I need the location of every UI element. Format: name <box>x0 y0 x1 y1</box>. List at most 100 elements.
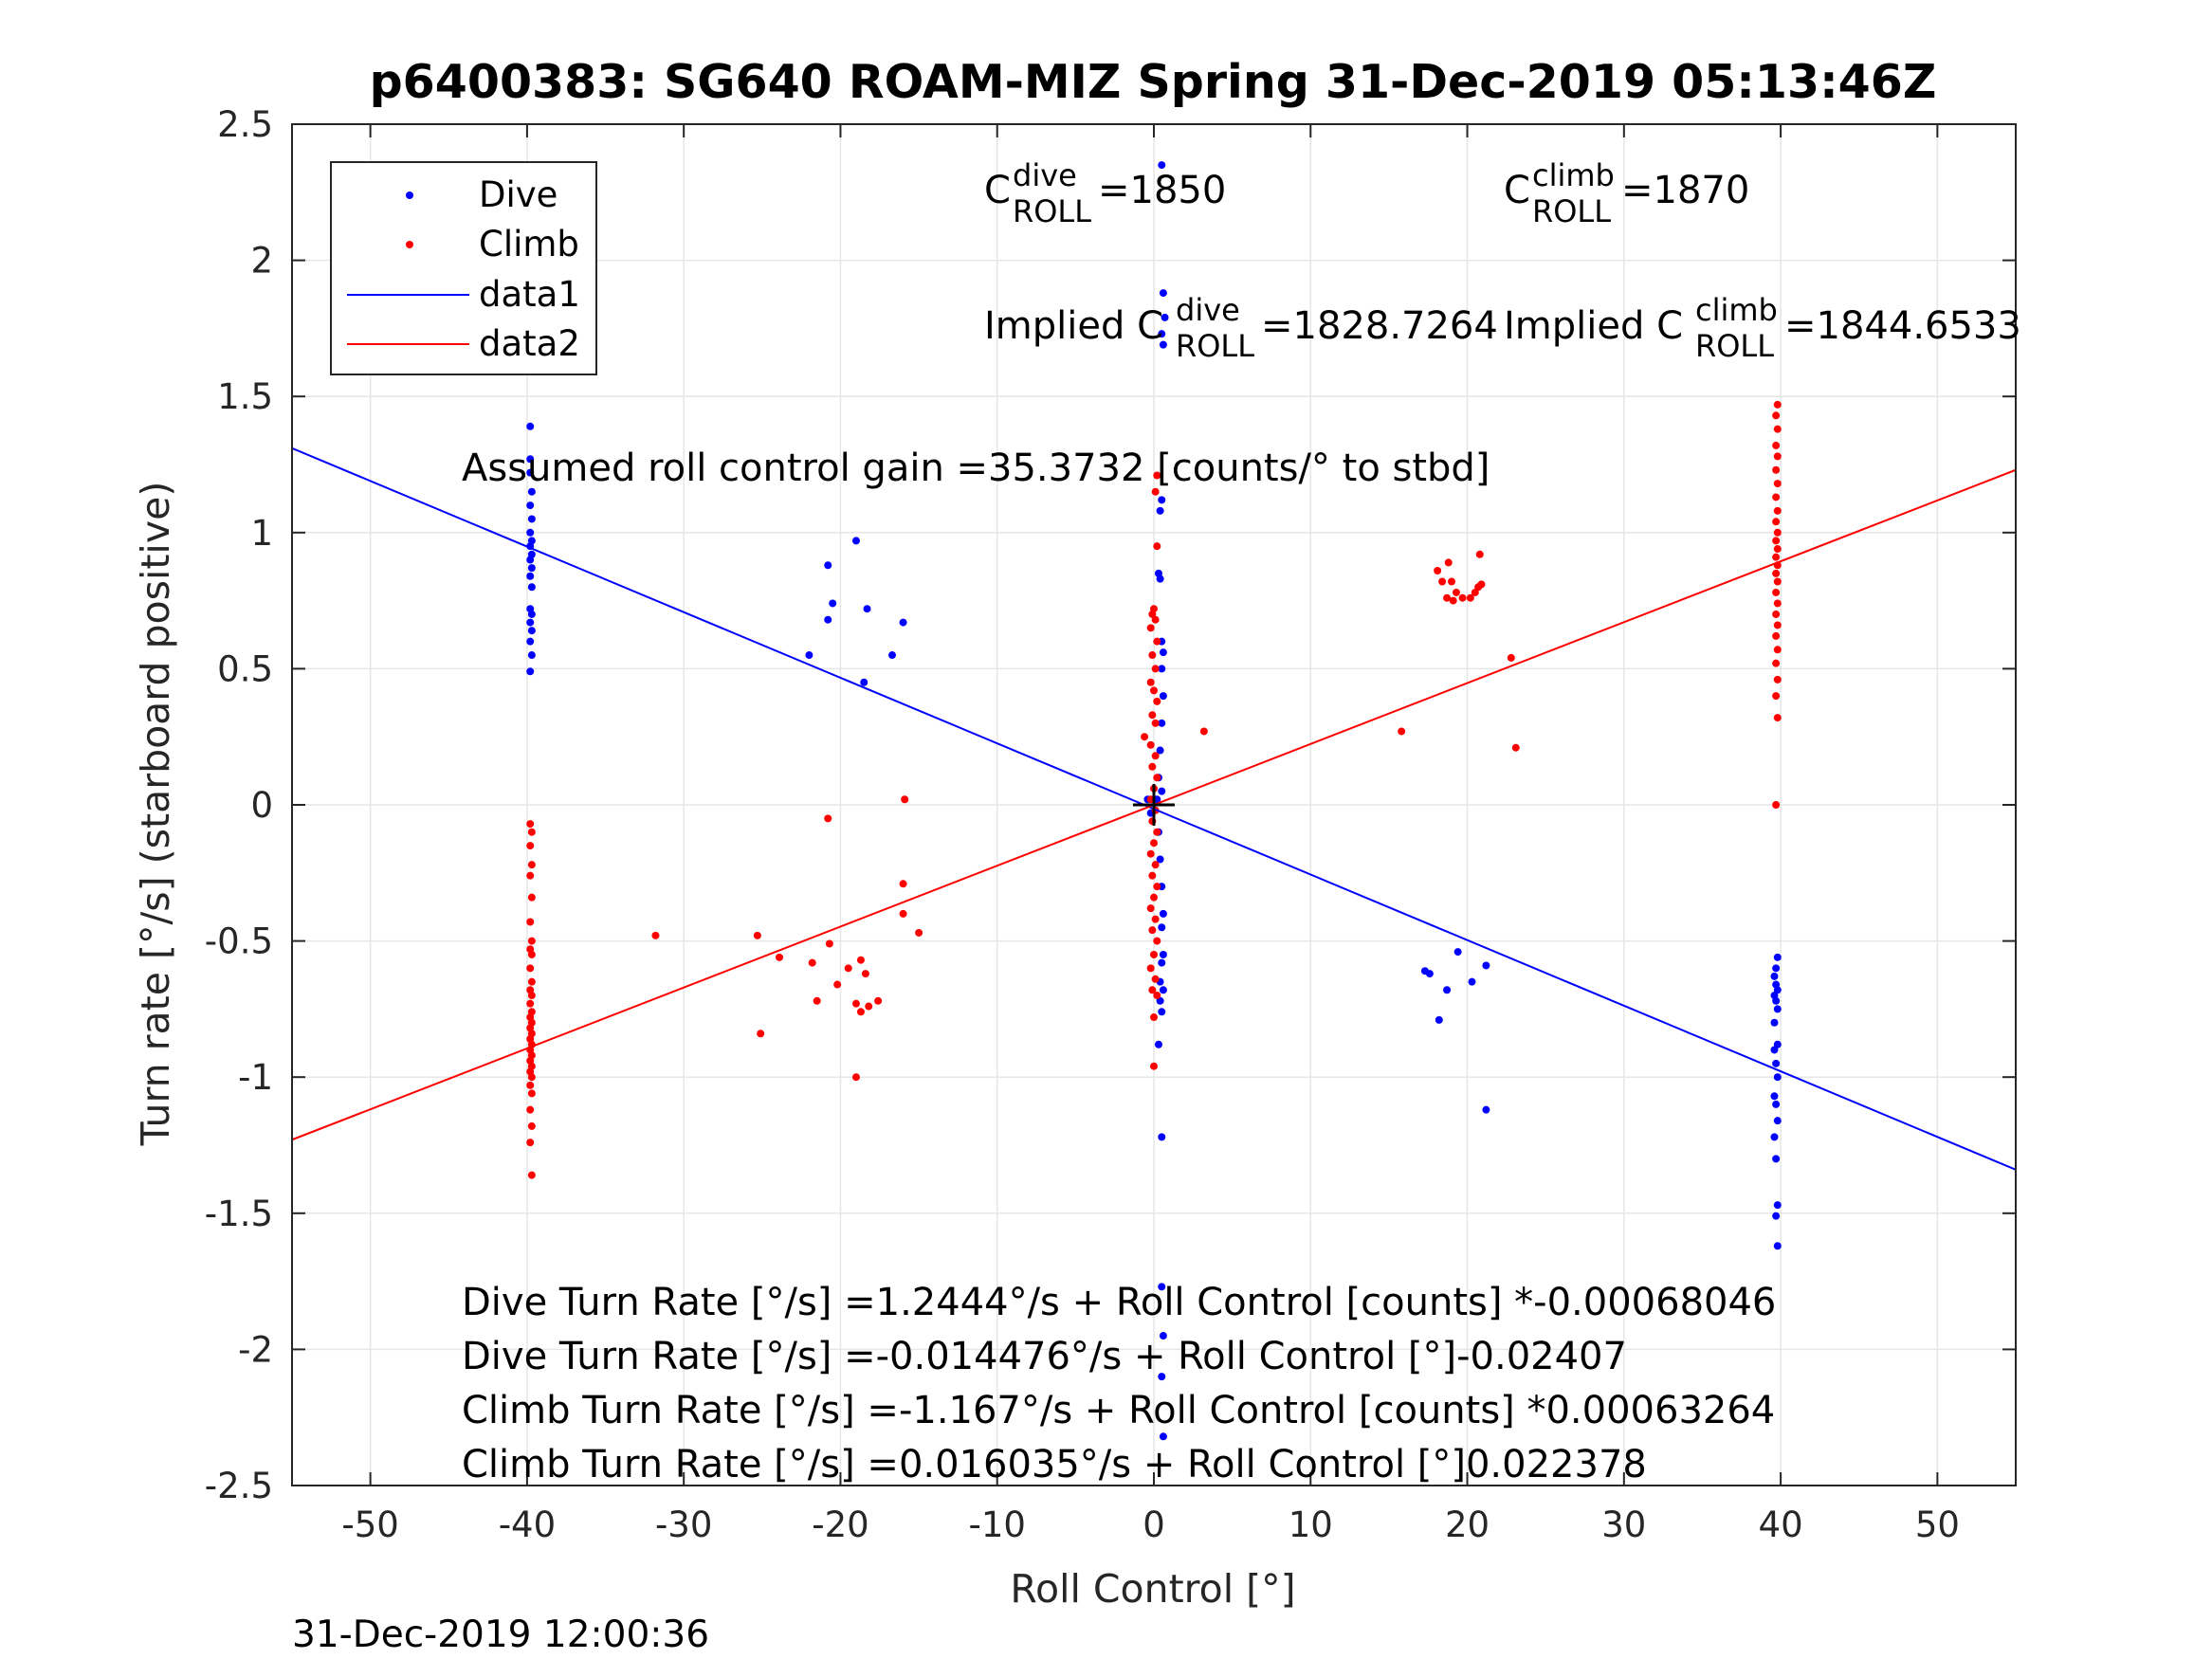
climb-point <box>1438 577 1447 586</box>
annotation-c-climb-sup: climb <box>1532 157 1615 193</box>
climb-point <box>1773 528 1782 537</box>
climb-point <box>901 795 909 804</box>
climb-point <box>1148 926 1157 935</box>
climb-point <box>1148 762 1157 771</box>
dive-point <box>526 667 535 676</box>
annotation-fit-climb-counts: Climb Turn Rate [°/s] =-1.167°/s + Roll … <box>462 1389 1775 1432</box>
climb-point <box>1773 621 1782 629</box>
climb-point <box>1153 883 1161 891</box>
dive-point <box>1161 313 1169 321</box>
climb-point <box>1772 659 1781 667</box>
climb-point <box>527 1171 536 1179</box>
x-tick-label: 0 <box>1143 1504 1165 1545</box>
dive-point <box>1770 1133 1779 1141</box>
climb-point <box>1153 828 1161 836</box>
annotation-implied-climb: Implied C climb ROLL =1844.6533 <box>1504 292 2021 364</box>
climb-point <box>1150 839 1158 848</box>
climb-point <box>1150 893 1158 902</box>
climb-point <box>1151 719 1160 727</box>
dive-point <box>1773 1201 1782 1210</box>
climb-point <box>1146 904 1155 913</box>
dive-point <box>527 487 536 496</box>
dive-point <box>1158 1008 1166 1016</box>
dive-point <box>527 564 536 573</box>
climb-point <box>527 1089 536 1098</box>
annotation-implied-dive: Implied C dive ROLL =1828.7264 <box>984 292 1498 364</box>
y-tick-label: -2 <box>238 1329 273 1370</box>
climb-point <box>526 842 535 850</box>
x-tick-label: 50 <box>1915 1504 1960 1545</box>
y-tick-label: 1 <box>250 513 273 554</box>
annotation-c-dive: C dive ROLL =1850 <box>984 157 1226 229</box>
dive-point <box>1156 574 1164 583</box>
y-tick-label: 2.5 <box>217 104 273 145</box>
axis-ticks: -50 -40 -30 -20 -10 0 10 20 30 40 50-2.5-2-1.5-1-0… <box>205 104 2016 1545</box>
dive-point <box>1159 1332 1167 1340</box>
climb-point <box>1150 686 1158 695</box>
dive-point <box>863 605 871 613</box>
dive-point <box>1425 970 1434 978</box>
climb-point <box>813 996 821 1005</box>
dive-point <box>1772 1212 1781 1220</box>
dive-point <box>1772 1100 1781 1108</box>
annotation-c-climb-value: =1870 <box>1621 169 1749 212</box>
annotation-implied-dive-sub: ROLL <box>1176 328 1254 364</box>
climb-point <box>1772 610 1781 618</box>
dive-point <box>1158 1133 1166 1141</box>
climb-point <box>527 937 536 945</box>
series-dive <box>526 161 1782 1441</box>
dive-point <box>1159 340 1167 349</box>
dive-point <box>526 501 535 510</box>
legend-box <box>330 161 597 375</box>
annotation-implied-climb-sub: ROLL <box>1695 328 1774 364</box>
climb-point <box>1448 577 1456 586</box>
x-tick-label: 30 <box>1601 1504 1646 1545</box>
dive-point <box>1482 1105 1490 1114</box>
climb-point <box>1146 964 1155 973</box>
climb-point <box>1443 593 1452 602</box>
annotation-fit-dive-counts: Dive Turn Rate [°/s] =1.2444°/s + Roll C… <box>462 1281 1776 1324</box>
dive-point <box>1773 1117 1782 1125</box>
climb-point <box>915 928 923 937</box>
climb-point <box>1153 542 1161 551</box>
climb-point <box>1772 465 1781 474</box>
dive-point <box>1159 950 1167 958</box>
dive-point <box>1159 1432 1167 1441</box>
climb-point <box>1773 480 1782 488</box>
climb-point <box>861 970 869 978</box>
dive-point <box>1772 964 1781 973</box>
y-tick-label: 1.5 <box>217 376 273 417</box>
y-tick-label: 0.5 <box>217 648 273 689</box>
climb-point <box>1773 506 1782 515</box>
dive-point <box>1482 961 1490 970</box>
annotation-c-climb-base: C <box>1504 169 1530 212</box>
dive-point <box>1770 1092 1779 1101</box>
climb-point <box>1773 714 1782 722</box>
x-axis-label: Roll Control [°] <box>1010 1566 1295 1612</box>
climb-point <box>1141 733 1149 741</box>
climb-point <box>1772 801 1781 809</box>
climb-point <box>1773 675 1782 684</box>
y-tick-label: 2 <box>250 241 273 282</box>
climb-point <box>1434 567 1442 575</box>
climb-point <box>1153 774 1161 782</box>
dive-point <box>1773 1073 1782 1082</box>
climb-point <box>1148 986 1157 994</box>
climb-point <box>526 871 535 880</box>
climb-point <box>1466 593 1474 602</box>
dive-point <box>860 678 868 686</box>
climb-point <box>833 980 842 989</box>
climb-point <box>1148 871 1157 880</box>
dive-point <box>1770 1018 1779 1027</box>
dive-point <box>1159 909 1167 918</box>
dive-point <box>526 556 535 564</box>
annotation-c-dive-base: C <box>984 169 1011 212</box>
dive-point <box>1156 855 1164 864</box>
annotation-c-dive-sup: dive <box>1013 157 1077 193</box>
x-tick-label: 20 <box>1445 1504 1490 1545</box>
climb-point <box>1146 624 1155 632</box>
legend: Dive Climb data1 data2 <box>330 161 597 375</box>
climb-point <box>1477 580 1486 589</box>
y-tick-label: -1 <box>238 1057 273 1098</box>
y-tick-label: -1.5 <box>205 1194 273 1234</box>
